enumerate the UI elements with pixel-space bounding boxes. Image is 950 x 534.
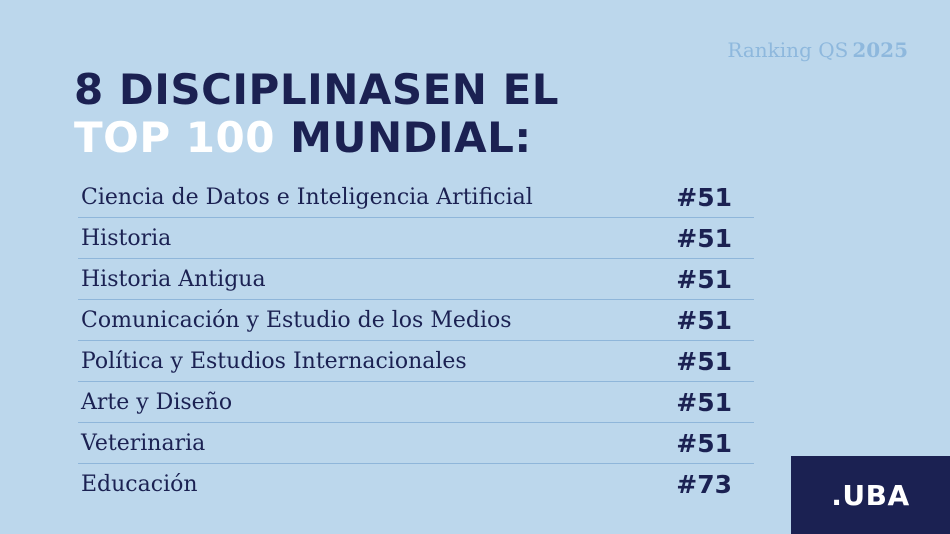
discipline-name: Arte y Diseño <box>81 389 233 415</box>
discipline-name: Política y Estudios Internacionales <box>81 348 467 374</box>
ranking-year: 2025 <box>852 38 908 62</box>
discipline-name: Historia <box>81 225 172 251</box>
list-item: Educación #73 <box>78 464 754 505</box>
discipline-list: Ciencia de Datos e Inteligencia Artifici… <box>78 177 754 505</box>
list-item: Política y Estudios Internacionales #51 <box>78 341 754 382</box>
discipline-rank: #51 <box>676 387 732 417</box>
ranking-source: Ranking QS <box>727 38 849 62</box>
discipline-rank: #51 <box>676 305 732 335</box>
discipline-name: Ciencia de Datos e Inteligencia Artifici… <box>81 184 533 210</box>
list-item: Historia Antigua #51 <box>78 259 754 300</box>
list-item: Ciencia de Datos e Inteligencia Artifici… <box>78 177 754 218</box>
list-item: Arte y Diseño #51 <box>78 382 754 423</box>
page-title: 8 DISCIPLINASEN EL TOP 100 MUNDIAL: <box>74 66 559 162</box>
discipline-rank: #51 <box>676 346 732 376</box>
discipline-name: Historia Antigua <box>81 266 266 292</box>
discipline-name: Comunicación y Estudio de los Medios <box>81 307 512 333</box>
discipline-rank: #73 <box>676 470 732 499</box>
discipline-rank: #51 <box>676 264 732 294</box>
list-item: Veterinaria #51 <box>78 423 754 464</box>
title-highlight: TOP 100 <box>74 113 275 162</box>
list-item: Comunicación y Estudio de los Medios #51 <box>78 300 754 341</box>
discipline-rank: #51 <box>676 182 732 212</box>
discipline-rank: #51 <box>676 428 732 458</box>
title-rest: MUNDIAL: <box>290 113 532 162</box>
ranking-label: Ranking QS 2025 <box>727 38 908 62</box>
title-line-1: 8 DISCIPLINASEN EL <box>74 65 560 114</box>
uba-logo: .UBA <box>791 456 950 534</box>
discipline-rank: #51 <box>676 223 732 253</box>
title-line-2: TOP 100 MUNDIAL: <box>74 114 559 162</box>
discipline-name: Veterinaria <box>81 430 206 456</box>
discipline-name: Educación <box>81 472 198 497</box>
list-item: Historia #51 <box>78 218 754 259</box>
logo-text: .UBA <box>831 478 910 512</box>
